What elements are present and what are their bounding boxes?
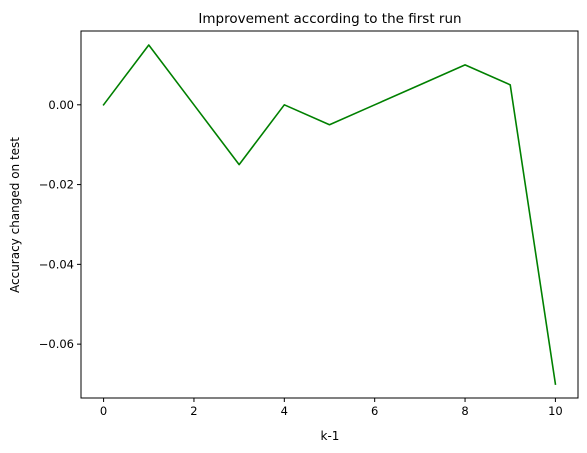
y-tick-label-1: −0.02	[39, 178, 74, 192]
plot-frame	[80, 30, 579, 399]
y-axis-label: Accuracy changed on test	[8, 137, 22, 293]
x-tick-label-10: 10	[548, 404, 563, 418]
y-tick-label-0: 0.00	[48, 98, 74, 112]
x-tick-label-0: 0	[100, 404, 107, 418]
y-tick-label-3: −0.06	[39, 337, 74, 351]
x-tick-label-4: 4	[281, 404, 288, 418]
x-tick-label-6: 6	[371, 404, 378, 418]
x-tick-label-8: 8	[461, 404, 468, 418]
plot-area: 0 2 4 6 8 10 0.00 −0.02 −0.04 −0.06	[39, 30, 579, 418]
x-axis-label: k-1	[321, 429, 340, 443]
y-tick-label-2: −0.04	[39, 257, 74, 271]
x-tick-label-2: 2	[190, 404, 197, 418]
series-line-0	[102, 44, 557, 385]
chart-title: Improvement according to the first run	[198, 11, 461, 27]
